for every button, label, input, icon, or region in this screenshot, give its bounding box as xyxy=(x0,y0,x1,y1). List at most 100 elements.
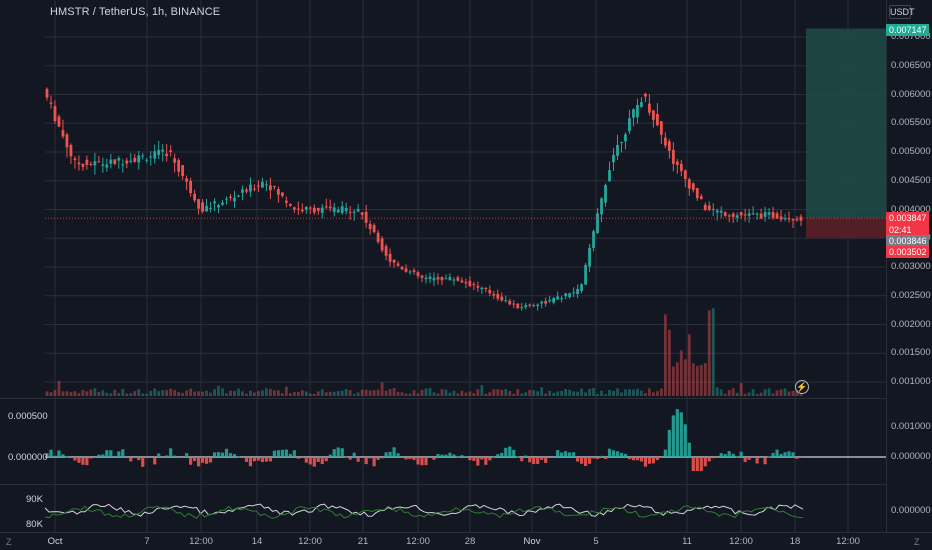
candle-body xyxy=(500,296,504,301)
time-tick-label: 12:00 xyxy=(406,536,430,547)
currency-button[interactable]: USDT xyxy=(889,5,915,19)
candle xyxy=(556,291,560,300)
candle-body xyxy=(380,238,384,251)
zoom-left-icon[interactable]: Z xyxy=(6,537,12,547)
oscillator-bar xyxy=(165,455,169,457)
candle-body xyxy=(783,218,787,220)
oscillator-bar xyxy=(149,457,153,459)
candle xyxy=(484,287,488,293)
candle-body xyxy=(548,300,552,302)
volume-bar xyxy=(671,366,675,396)
volume-bar xyxy=(348,390,352,396)
pane-separator[interactable] xyxy=(0,484,886,485)
price-tick-label: 0.003000 xyxy=(891,261,931,272)
oscillator-bar xyxy=(568,452,572,457)
time-axis[interactable] xyxy=(0,532,932,550)
oscillator-bar xyxy=(212,452,217,457)
price-tick-label: 0.002000 xyxy=(891,318,931,330)
candle xyxy=(129,153,133,164)
candle-body xyxy=(304,206,308,210)
oscillator-bar xyxy=(408,457,412,459)
volume-bar xyxy=(316,391,320,396)
volume-bar xyxy=(480,385,484,396)
oscillator-bar xyxy=(579,457,584,464)
candle-body xyxy=(109,159,113,164)
oscillator-bar xyxy=(715,457,719,458)
candle xyxy=(229,194,232,201)
candle-body xyxy=(197,199,200,209)
candle-body xyxy=(173,158,177,163)
pane-separator[interactable] xyxy=(0,398,886,399)
volume-bar xyxy=(580,388,583,396)
candle xyxy=(173,153,177,173)
oscillator-bar xyxy=(169,448,173,457)
oscillator-bar xyxy=(683,424,687,457)
candle xyxy=(193,189,196,203)
volume-bar xyxy=(596,393,599,396)
oscillator-histogram xyxy=(45,409,886,471)
volume-bar xyxy=(284,386,288,396)
candle xyxy=(300,203,304,214)
oscillator-bar xyxy=(524,455,528,457)
zoom-right-icon[interactable]: Z xyxy=(914,537,920,547)
oscillator-bar xyxy=(173,455,177,457)
oscillator-scale-top: 0.000500 xyxy=(8,411,48,422)
candle xyxy=(767,208,771,220)
volume-bar xyxy=(189,388,193,396)
candle xyxy=(276,186,280,203)
volume-bar xyxy=(624,389,627,396)
volume-bar xyxy=(89,389,93,396)
candle-body xyxy=(265,184,268,186)
oscillator-bar xyxy=(400,457,404,458)
volume-bar xyxy=(53,389,57,396)
volume-bar xyxy=(205,390,208,396)
volume-bar xyxy=(675,362,679,396)
price-axis[interactable] xyxy=(886,0,932,532)
volume-bar xyxy=(332,391,336,396)
candle xyxy=(233,190,236,208)
volume-bar xyxy=(149,390,153,396)
candle-body xyxy=(49,102,53,104)
oscillator-bar xyxy=(133,457,137,458)
volume-bar xyxy=(428,388,432,396)
volume-bar xyxy=(197,391,200,396)
oscillator-bar xyxy=(49,449,53,457)
lightning-icon[interactable]: ⚡ xyxy=(795,380,809,394)
candle-body xyxy=(245,189,248,192)
time-tick-label: 12:00 xyxy=(189,536,213,547)
candle-body xyxy=(520,307,524,309)
time-tick-label: 28 xyxy=(464,536,476,547)
oscillator-bar xyxy=(727,451,731,457)
volume-bar xyxy=(400,392,404,396)
price-tick-label: 0.005500 xyxy=(891,117,931,129)
oscillator-bar xyxy=(61,454,65,457)
position-box xyxy=(45,28,886,239)
volume-bar xyxy=(153,388,157,396)
candle-body xyxy=(743,214,747,216)
candle xyxy=(169,145,173,157)
candle xyxy=(695,187,699,201)
candle-body xyxy=(292,207,296,210)
volume-bar xyxy=(648,388,651,396)
volume-bar xyxy=(612,390,615,396)
candle xyxy=(699,193,703,200)
volume-lines xyxy=(44,503,804,519)
price-chart[interactable] xyxy=(0,0,932,532)
volume-bar xyxy=(632,389,635,396)
symbol-title[interactable]: HMSTR / TetherUS, 1h, BINANCE xyxy=(50,6,221,18)
candle xyxy=(249,177,252,197)
candle-body xyxy=(472,284,476,286)
oscillator-bar xyxy=(280,449,284,457)
candle-body xyxy=(93,161,97,166)
volume-bar xyxy=(500,389,504,396)
price-tick-label: 0.001500 xyxy=(891,347,931,359)
candle-body xyxy=(249,184,252,192)
candle-body xyxy=(667,141,671,151)
candle-body xyxy=(751,213,755,215)
oscillator-bar xyxy=(576,457,580,462)
volume-bar xyxy=(121,388,125,396)
candle xyxy=(596,208,599,234)
candle-body xyxy=(516,303,520,309)
candle-body xyxy=(528,304,532,306)
